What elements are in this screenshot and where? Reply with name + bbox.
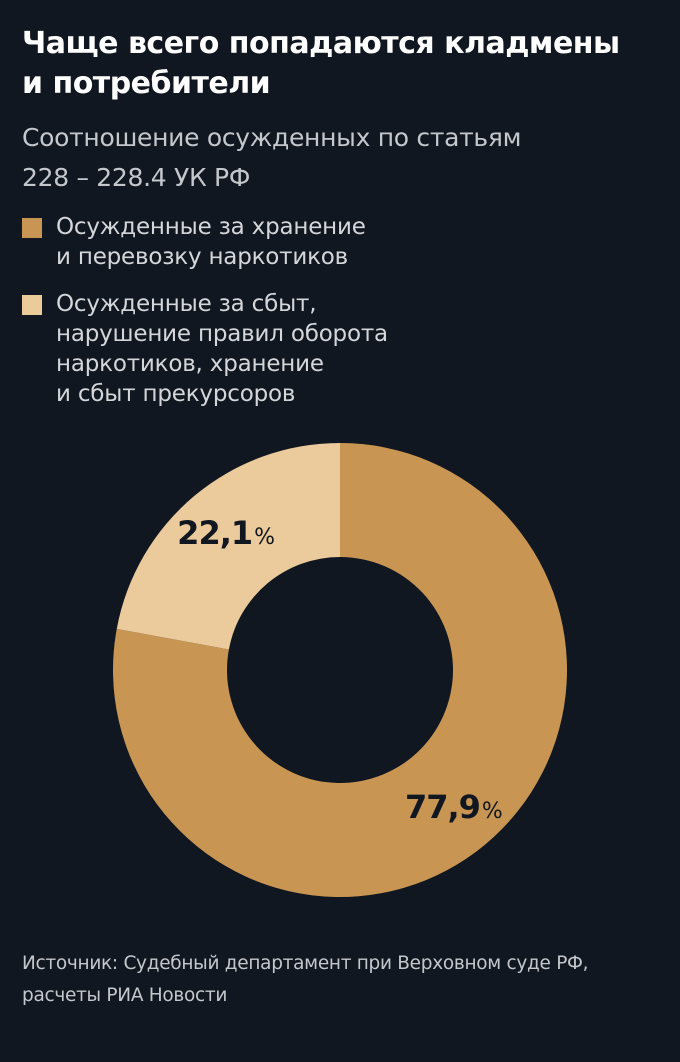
source-line-2: расчеты РИА Новости xyxy=(22,985,228,1006)
donut-label-storage: 77,9% xyxy=(405,788,503,826)
donut-chart-svg: 77,9% 22,1% xyxy=(112,443,568,897)
chart-title: Чаще всего попадаются кладмены и потреби… xyxy=(22,24,672,104)
legend-item-sale: Осужденные за сбыт, нарушение правил обо… xyxy=(22,289,662,409)
source-note: Источник: Судебный департамент при Верхо… xyxy=(22,948,672,1012)
chart-subtitle-line-2: 228 – 228.4 УК РФ xyxy=(22,163,251,192)
legend-label-line: и сбыт прекурсоров xyxy=(56,381,296,407)
donut-slice-storage xyxy=(112,443,568,897)
chart-legend: Осужденные за хранение и перевозку нарко… xyxy=(22,212,662,409)
chart-subtitle-line-1: Соотношение осужденных по статьям xyxy=(22,123,522,152)
donut-label-sale: 22,1% xyxy=(177,514,275,552)
legend-label-line: нарушение правил оборота xyxy=(56,321,388,347)
chart-title-line-1: Чаще всего попадаются кладмены xyxy=(22,26,620,61)
legend-label-line: и перевозку наркотиков xyxy=(56,244,349,270)
chart-title-line-2: и потребители xyxy=(22,66,271,101)
donut-slice-sale xyxy=(116,443,341,650)
legend-label-line: наркотиков, хранение xyxy=(56,351,324,377)
legend-swatch-sale xyxy=(22,295,42,315)
legend-label-line: Осужденные за сбыт, xyxy=(56,291,317,317)
source-line-1: Источник: Судебный департамент при Верхо… xyxy=(22,953,589,974)
legend-label-line: Осужденные за хранение xyxy=(56,214,366,240)
donut-chart: 77,9% 22,1% xyxy=(0,430,680,910)
legend-swatch-storage xyxy=(22,218,42,238)
chart-subtitle: Соотношение осужденных по статьям 228 – … xyxy=(22,118,662,198)
legend-item-storage: Осужденные за хранение и перевозку нарко… xyxy=(22,212,662,272)
